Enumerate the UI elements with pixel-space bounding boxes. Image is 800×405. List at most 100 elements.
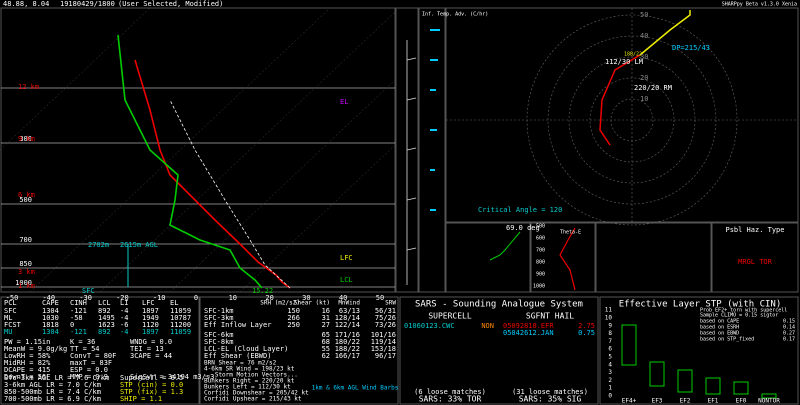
- sars-match: 0.75: [578, 329, 595, 337]
- composite-index: STP (cin) = 0.0: [120, 381, 183, 389]
- kinematics-label: SFC-1km: [204, 307, 234, 315]
- stp-ytick: 1: [608, 385, 612, 392]
- mean-wind: 188/22: [624, 52, 642, 58]
- panel-borders-part: [399, 296, 599, 405]
- thermo-cell: SFC: [4, 307, 17, 315]
- kinematics-cell: 180/22: [335, 338, 360, 346]
- panel-borders-part: [0, 7, 396, 293]
- stp-ytick: 8: [608, 330, 612, 337]
- panel-borders-part: [445, 7, 799, 223]
- thermo-cell: -121: [70, 328, 87, 336]
- lapse-rate: 3-6km AGL LR = 7.0 C/km: [4, 381, 101, 389]
- thermo-index: DCAPE = 415: [4, 366, 50, 374]
- thermo-cell: 1495: [98, 314, 115, 322]
- kinematics-cell: 171/16: [335, 331, 360, 339]
- kinematics-cell: 63/13: [339, 307, 360, 315]
- sars-match: 2.75: [578, 322, 595, 330]
- wind-barbs: [406, 40, 417, 285]
- kinematics-extra: BRN Shear = 76 m2/s2: [204, 360, 277, 367]
- thermo-cell: 1818: [42, 321, 59, 329]
- thermo-cell: 1304: [42, 328, 59, 336]
- wind-barbs-part: [406, 57, 417, 61]
- temp-label: 30: [302, 294, 310, 302]
- hazard-title: Psbl Haz. Type: [725, 226, 784, 234]
- kinematics-cell: 55: [322, 345, 330, 353]
- pressure-label: 700: [19, 236, 32, 244]
- height-label: 1 km: [18, 282, 35, 290]
- lapse-rate: 700-500mb LR = 6.9 C/km: [4, 395, 101, 403]
- stp-ytick: 6: [608, 346, 612, 353]
- pressure-label: 500: [19, 196, 32, 204]
- kinematics-cell: 27: [322, 321, 330, 329]
- slinky: [489, 231, 521, 261]
- stp-prob-value: 0.15: [783, 319, 795, 325]
- stp-category: EF0: [736, 398, 747, 405]
- thermo-cell: 0: [70, 321, 74, 329]
- hazard-value: MRGL TOR: [738, 258, 773, 266]
- wind-barbs-part: [406, 247, 417, 251]
- thermo-cell: 10787: [170, 314, 191, 322]
- thermo-index: DownT = 56F: [4, 373, 50, 381]
- sars-match: NON: [481, 322, 494, 330]
- right-mover: 220/20 RM: [634, 84, 672, 92]
- pressure-label: 1000: [15, 279, 32, 287]
- thermo-header: LFC: [142, 299, 155, 307]
- stp-ytick: 10: [605, 315, 613, 322]
- kinematics-header: MnWind: [338, 300, 360, 307]
- kinematics-cell: 119/14: [371, 338, 396, 346]
- temp-label: -10: [153, 294, 166, 302]
- kinematics-extra: Bunkers Right = 220/20 kt: [204, 378, 295, 385]
- stp-ytick: 4: [608, 361, 612, 368]
- thermo-cell: FCST: [4, 321, 22, 329]
- stp-prob-label: based on STP_fixed: [700, 337, 754, 343]
- kinematics-cell: 96/17: [375, 352, 396, 360]
- stp-title: Effective Layer STP (with CIN): [619, 300, 782, 310]
- left-mover: 112/30 LM: [605, 58, 643, 66]
- stp-ytick: 2: [608, 377, 612, 384]
- sars-supercell-title: SUPERCELL: [428, 312, 472, 321]
- stp-ytick: 3: [608, 369, 612, 376]
- sars-match: 05092818.EFR: [503, 322, 554, 330]
- thermo-index: SigSvr = 34194 m3/s3: [130, 373, 214, 381]
- thermo-header: PCL: [4, 299, 17, 307]
- height-label: 3 km: [18, 268, 35, 276]
- kinematics-cell: 153/18: [371, 345, 396, 353]
- thermo-header: LCL: [98, 299, 111, 307]
- dgz-top: 2702m: [88, 241, 109, 249]
- panel-borders-part: [595, 222, 712, 293]
- composite-index: Supercell = 6.5: [120, 374, 183, 382]
- thermo-index: ESP = 0.0: [70, 366, 108, 374]
- mode: (User Selected, Modified): [118, 0, 223, 8]
- thermo-header: CAPE: [42, 299, 59, 307]
- theta-e-pressure: 700: [536, 248, 545, 254]
- sars-result: SARS: 35% SIG: [519, 395, 582, 404]
- parcel-trace: [169, 99, 291, 289]
- stp-boxes: [621, 324, 777, 399]
- thermo-index: PW = 1.15in: [4, 338, 50, 346]
- kinematics-cell: 101/16: [371, 331, 396, 339]
- kinematics-label: SFC-3km: [204, 314, 234, 322]
- thermo-index: K = 36: [70, 338, 95, 346]
- kinematics-cell: 31: [322, 314, 330, 322]
- deviant-motion: DP=215/43: [672, 44, 710, 52]
- sars-result: SARS: 33% TOR: [419, 395, 482, 404]
- sars-loose: (31 loose matches): [512, 388, 588, 396]
- isotherms-part: [0, 7, 151, 151]
- thermo-cell: -4: [120, 314, 128, 322]
- thermo-cell: ML: [4, 314, 12, 322]
- ring-label: 10: [640, 95, 648, 103]
- stp-ytick: 11: [605, 307, 613, 314]
- height-label: 9 km: [18, 135, 35, 143]
- thermo-cell: MU: [4, 328, 12, 336]
- critical-angle: Critical Angle = 120: [478, 206, 562, 214]
- location: 48.88, 8.04: [3, 0, 49, 8]
- stp-boxes-part: [621, 324, 637, 366]
- stp-boxes-part: [649, 361, 665, 387]
- thermo-index: TEI = 13: [130, 345, 164, 353]
- slinky-angle: 69.0 deg: [506, 224, 540, 232]
- temp-label: -30: [79, 294, 92, 302]
- kinematics-cell: 128/14: [335, 314, 360, 322]
- panel-borders-part: [711, 222, 799, 293]
- theta-e-pressure: 900: [536, 272, 545, 278]
